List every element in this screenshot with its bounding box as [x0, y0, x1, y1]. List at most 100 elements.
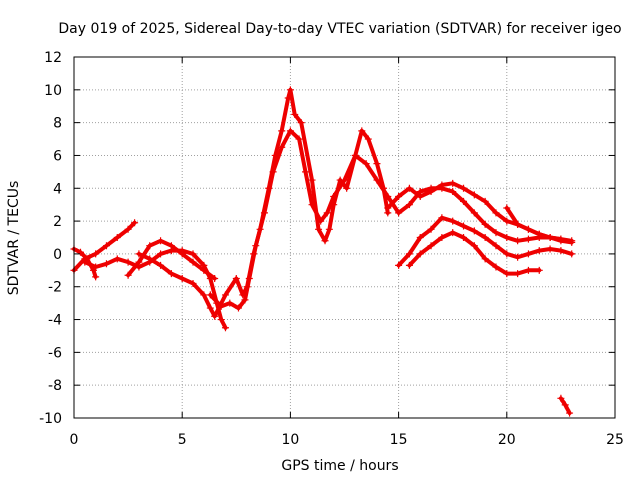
y-tick-label: -2 — [48, 280, 62, 296]
data-point — [102, 260, 110, 268]
data-point — [373, 160, 381, 168]
data-point — [535, 230, 543, 238]
data-point — [514, 237, 522, 245]
data-point — [416, 234, 424, 241]
data-point — [189, 279, 197, 287]
data-point — [146, 242, 154, 250]
data-point — [438, 214, 446, 222]
data-point — [102, 242, 110, 250]
data-point — [546, 245, 554, 253]
data-point — [481, 197, 489, 205]
data-point — [449, 179, 457, 187]
data-point — [232, 275, 240, 283]
data-point — [221, 324, 229, 332]
data-point — [492, 263, 500, 271]
chart-title: Day 019 of 2025, Sidereal Day-to-day VTE… — [58, 21, 621, 37]
series-trace-f — [206, 127, 576, 312]
data-point — [189, 258, 197, 266]
data-point — [167, 242, 175, 250]
data-point — [330, 192, 338, 200]
data-point — [221, 291, 229, 299]
y-tick-label: -6 — [48, 345, 62, 361]
data-point — [341, 176, 348, 184]
series-trace-c — [81, 247, 229, 332]
data-point — [124, 225, 132, 233]
data-point — [284, 94, 292, 102]
ticks-layer: 0 5 10 15 20 25 -10 -8 -6 -4 -2 0 2 4 6 8 10 12 — [39, 50, 624, 448]
data-point — [302, 168, 310, 176]
data-point — [291, 110, 299, 118]
data-point — [481, 220, 489, 228]
data-point — [416, 192, 424, 200]
data-point — [535, 247, 543, 255]
data-point — [405, 201, 413, 209]
series-trace-j — [503, 204, 565, 243]
data-point — [427, 225, 435, 233]
plot-frame — [73, 56, 616, 419]
data-point — [405, 184, 413, 192]
data-point — [146, 255, 154, 263]
data-point — [92, 250, 100, 258]
data-point — [492, 209, 500, 217]
data-point — [157, 250, 165, 258]
y-tick-label: 2 — [53, 214, 62, 230]
data-point — [362, 160, 370, 168]
data-point — [178, 250, 186, 258]
data-point — [167, 270, 175, 278]
data-point — [470, 227, 478, 235]
data-point — [321, 237, 329, 245]
data-point — [234, 304, 242, 312]
data-point — [395, 192, 403, 200]
data-point — [351, 151, 359, 159]
data-point — [217, 302, 225, 310]
data-point — [524, 250, 532, 258]
data-point — [364, 135, 372, 143]
data-point — [568, 237, 576, 245]
data-point — [124, 271, 132, 279]
data-point — [297, 119, 305, 127]
series-trace-h — [405, 229, 543, 278]
data-point — [460, 222, 468, 230]
data-point — [438, 181, 446, 189]
data-point — [286, 86, 294, 94]
y-tick-label: -4 — [48, 313, 62, 329]
data-point — [561, 401, 569, 409]
y-axis-label: SDTVAR / TECUs — [6, 181, 22, 296]
data-point — [113, 255, 121, 263]
data-point — [524, 235, 532, 243]
data-point — [470, 209, 478, 217]
series-line — [208, 128, 574, 311]
data-point — [200, 291, 208, 299]
data-point — [157, 261, 165, 269]
data-point — [308, 176, 316, 184]
data-point — [514, 253, 522, 261]
data-point — [241, 296, 249, 304]
series-trace-e — [135, 86, 392, 320]
x-tick-label: 15 — [390, 432, 408, 448]
data-point — [568, 250, 576, 258]
data-point — [503, 234, 511, 241]
series-line — [504, 206, 563, 242]
x-axis-label: GPS time / hours — [281, 458, 398, 474]
y-tick-label: 10 — [44, 83, 62, 99]
data-point — [260, 209, 268, 217]
x-tick-label: 20 — [498, 432, 516, 448]
data-point — [384, 204, 392, 212]
data-point — [503, 250, 511, 258]
data-point — [200, 266, 208, 274]
data-point — [481, 234, 489, 241]
data-point — [503, 204, 511, 212]
data-point — [76, 248, 84, 256]
data-point — [157, 237, 165, 245]
data-point — [81, 258, 89, 266]
data-point — [189, 250, 197, 258]
data-point — [449, 217, 457, 225]
data-point — [211, 312, 219, 320]
y-tick-label: 12 — [44, 50, 62, 66]
x-tick-label: 25 — [606, 432, 624, 448]
data-point — [135, 258, 143, 266]
data-point — [206, 304, 214, 312]
data-point — [395, 209, 403, 217]
series-line — [82, 248, 228, 330]
series-trace-g — [395, 214, 576, 269]
